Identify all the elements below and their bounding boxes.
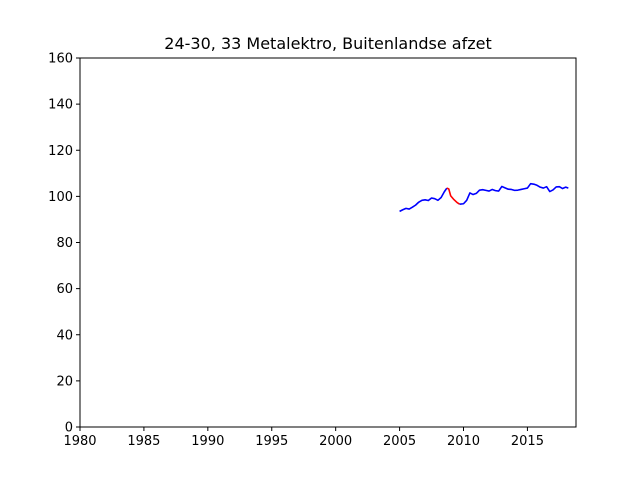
y-tick-label: 60: [56, 282, 73, 297]
series-line-2: [446, 187, 461, 205]
y-tick-label: 0: [65, 421, 73, 436]
y-tick-label: 160: [48, 52, 73, 67]
x-tick-label: 1990: [191, 434, 224, 449]
chart-title: 24-30, 33 Metalektro, Buitenlandse afzet: [164, 34, 491, 53]
series-line-3: [459, 182, 569, 206]
x-tick-label: 2015: [511, 434, 544, 449]
y-tick-label: 80: [56, 236, 73, 251]
y-tick-label: 120: [48, 144, 73, 159]
y-tick-label: 20: [56, 374, 73, 389]
y-tick-label: 40: [56, 328, 73, 343]
x-tick-label: 1985: [127, 434, 160, 449]
x-tick-label: 1980: [63, 434, 96, 449]
x-tick-label: 2000: [319, 434, 352, 449]
x-tick-label: 1995: [255, 434, 288, 449]
x-tick-label: 2005: [383, 434, 416, 449]
y-tick-label: 100: [48, 190, 73, 205]
series-layer: [399, 182, 569, 213]
axes-layer: 1980 1985 1990 1995 2000 2005 2010 2015 0 20 40 60 8…: [48, 52, 544, 450]
plot-frame: [79, 57, 577, 428]
plot-area: [80, 58, 576, 427]
y-tick-label: 140: [48, 98, 73, 113]
series-line-1: [399, 187, 448, 213]
x-tick-label: 2010: [447, 434, 480, 449]
